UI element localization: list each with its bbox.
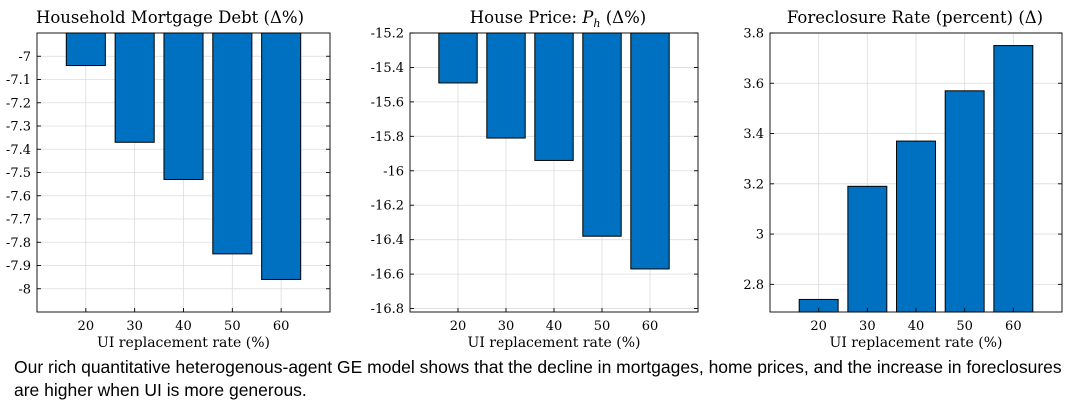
ytick-label: 3.4 <box>743 127 764 142</box>
bar-50 <box>212 32 253 255</box>
chart-panel-2: -15.2 -15.4 -15.6 -15.8 -16 -16.2 -16.4 -16.6 -1… <box>371 8 699 351</box>
bar-60 <box>630 32 670 270</box>
ytick-label: -16.4 <box>371 233 404 248</box>
xtick-label: 60 <box>642 319 659 334</box>
bar-40 <box>163 32 204 180</box>
ytick-label: -7.5 <box>6 166 31 181</box>
ytick-label: -8 <box>18 282 31 297</box>
ytick-label: -16 <box>383 164 404 179</box>
figure: -7 -7.1 -7.2 -7.3 -7.4 -7.5 -7.6 -7.7 -7.8 -7.9 -8… <box>6 8 1063 351</box>
ytick-label: -16.6 <box>371 268 404 283</box>
ytick-label: -7.6 <box>6 189 31 204</box>
bar-20 <box>438 32 478 84</box>
ytick-label: -7.9 <box>6 259 31 274</box>
ytick-label: -7.4 <box>6 143 31 158</box>
chart-title: Foreclosure Rate (percent) (Δ) <box>787 8 1043 27</box>
bar-50 <box>944 90 985 313</box>
ytick-label: -7.7 <box>6 213 31 228</box>
xtick-label: 60 <box>1005 319 1022 334</box>
x-axis-label: UI replacement rate (%) <box>830 335 1003 351</box>
ytick-label: 3.8 <box>743 27 764 42</box>
xtick-label: 60 <box>273 319 290 334</box>
chart-panel-1: -7 -7.1 -7.2 -7.3 -7.4 -7.5 -7.6 -7.7 -7.8 -7.9 -8… <box>6 8 331 351</box>
xtick-label: 30 <box>859 319 876 334</box>
bar-50 <box>582 32 622 237</box>
bar-20 <box>65 32 106 67</box>
bar-40 <box>896 140 936 313</box>
ytick-label: -16.2 <box>371 199 404 214</box>
ytick-label: -7.8 <box>6 236 31 251</box>
ytick-label: -7.2 <box>6 96 31 111</box>
ytick-label: 3.2 <box>743 177 764 192</box>
chart-title: House Price: Ph (Δ%) <box>470 8 646 30</box>
xtick-label: 30 <box>498 319 515 334</box>
ytick-label: -15.4 <box>371 61 404 76</box>
ytick-label: 2.8 <box>743 278 764 293</box>
x-axis-label: UI replacement rate (%) <box>468 335 641 351</box>
bar-30 <box>486 32 526 139</box>
bar-30 <box>847 185 888 313</box>
xtick-label: 50 <box>224 319 241 334</box>
bar-60 <box>993 45 1034 313</box>
x-axis-label: UI replacement rate (%) <box>97 335 270 351</box>
ytick-label: 3 <box>756 228 764 243</box>
xtick-label: 40 <box>546 319 563 334</box>
xtick-label: 50 <box>594 319 611 334</box>
ytick-label: -15.8 <box>371 130 404 145</box>
ytick-label: 3.6 <box>743 77 764 92</box>
xtick-label: 40 <box>908 319 925 334</box>
xtick-label: 20 <box>450 319 467 334</box>
xtick-label: 30 <box>126 319 143 334</box>
ytick-label: -15.6 <box>371 95 404 110</box>
ytick-label: -7.1 <box>6 73 31 88</box>
ytick-label: -15.2 <box>371 27 404 42</box>
xtick-label: 20 <box>810 319 827 334</box>
caption-text: Our rich quantitative heterogenous-agent… <box>14 357 1062 400</box>
ytick-label: -16.8 <box>371 302 404 317</box>
bar-30 <box>114 32 155 143</box>
bar-60 <box>261 32 302 280</box>
xtick-label: 40 <box>175 319 192 334</box>
xtick-label: 50 <box>956 319 973 334</box>
bar-40 <box>534 32 574 161</box>
ytick-label: -7 <box>18 50 31 65</box>
xtick-label: 20 <box>78 319 95 334</box>
chart-title: Household Mortgage Debt (Δ%) <box>36 8 304 27</box>
ytick-label: -7.3 <box>6 120 31 135</box>
